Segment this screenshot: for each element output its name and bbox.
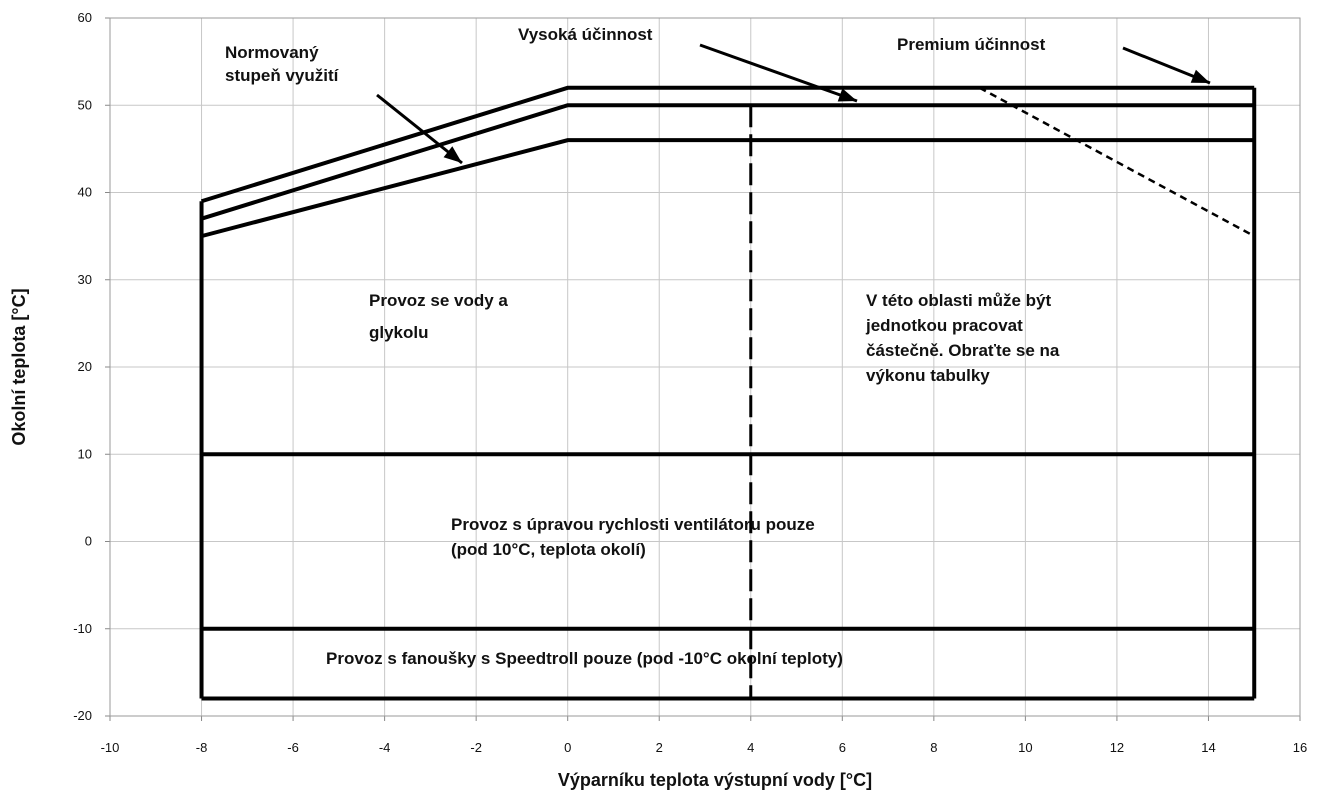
annotation-6-line: Provoz s úpravou rychlosti ventilátoru p… <box>451 515 815 534</box>
annotation-5-line: částečně. Obraťte se na <box>866 341 1060 360</box>
y-tick-label: -10 <box>73 621 92 636</box>
annotation-2-line: Vysoká účinnost <box>518 25 653 44</box>
y-axis-title: Okolní teplota [°C] <box>9 288 29 445</box>
y-tick-label: 40 <box>78 185 92 200</box>
x-tick-label: 10 <box>1018 740 1032 755</box>
arrow-layer <box>376 43 1211 165</box>
x-axis-title: Výparníku teplota výstupní vody [°C] <box>558 770 872 790</box>
annotation-6-line: (pod 10°C, teplota okolí) <box>451 540 646 559</box>
grid-layer <box>105 17 1301 721</box>
arrow-normovany <box>376 93 463 165</box>
x-tick-label: 0 <box>564 740 571 755</box>
series-layer <box>199 85 1257 701</box>
x-tick-label: -2 <box>470 740 482 755</box>
arrow-normovany-head <box>443 146 462 163</box>
y-tick-label: 0 <box>85 534 92 549</box>
series-line-2 <box>200 103 1255 221</box>
note-layer: Normovaný stupeň využití Vysoká účinnost Pr… <box>225 25 1060 668</box>
annotation-4-line: glykolu <box>369 323 429 342</box>
annotation-5-line: V této oblasti může být <box>866 291 1051 310</box>
x-tick-label: -8 <box>196 740 208 755</box>
arrow-vysoka <box>699 43 858 103</box>
tick-layer: -10 -8 -6 -4 -2 0 2 4 6 8 10 12 14 166050403020100-10… <box>73 10 1307 755</box>
arrow-premium-head <box>1190 69 1210 83</box>
x-tick-label: 8 <box>930 740 937 755</box>
y-tick-label: 50 <box>78 97 92 112</box>
annotation-5-line: jednotkou pracovat <box>865 316 1023 335</box>
y-tick-label: 20 <box>78 359 92 374</box>
x-tick-label: 14 <box>1201 740 1215 755</box>
y-tick-label: 10 <box>78 446 92 461</box>
x-tick-label: -6 <box>287 740 299 755</box>
series-line-3 <box>201 138 1255 239</box>
x-tick-label: -10 <box>101 740 120 755</box>
annotation-5-line: výkonu tabulky <box>866 366 990 385</box>
envelope-line-10 <box>979 86 1255 238</box>
y-tick-label: 30 <box>78 272 92 287</box>
annotation-4-line: Provoz se vody a <box>369 291 508 310</box>
y-tick-label: 60 <box>78 10 92 25</box>
y-tick-label: -20 <box>73 708 92 723</box>
annotation-3-line: Premium účinnost <box>897 35 1046 54</box>
annotation-7-line: Provoz s fanoušky s Speedtroll pouze (po… <box>326 649 843 668</box>
x-tick-label: 16 <box>1293 740 1307 755</box>
arrow-vysoka-head <box>837 88 857 102</box>
x-tick-label: -4 <box>379 740 391 755</box>
plot-frame <box>109 17 1301 717</box>
annotation-1-line: Normovaný <box>225 43 319 62</box>
x-tick-label: 12 <box>1110 740 1124 755</box>
x-tick-label: 4 <box>747 740 754 755</box>
annotation-1-line: stupeň využití <box>225 66 340 85</box>
x-tick-label: 6 <box>839 740 846 755</box>
x-tick-label: 2 <box>656 740 663 755</box>
series-line-1 <box>200 85 1255 204</box>
